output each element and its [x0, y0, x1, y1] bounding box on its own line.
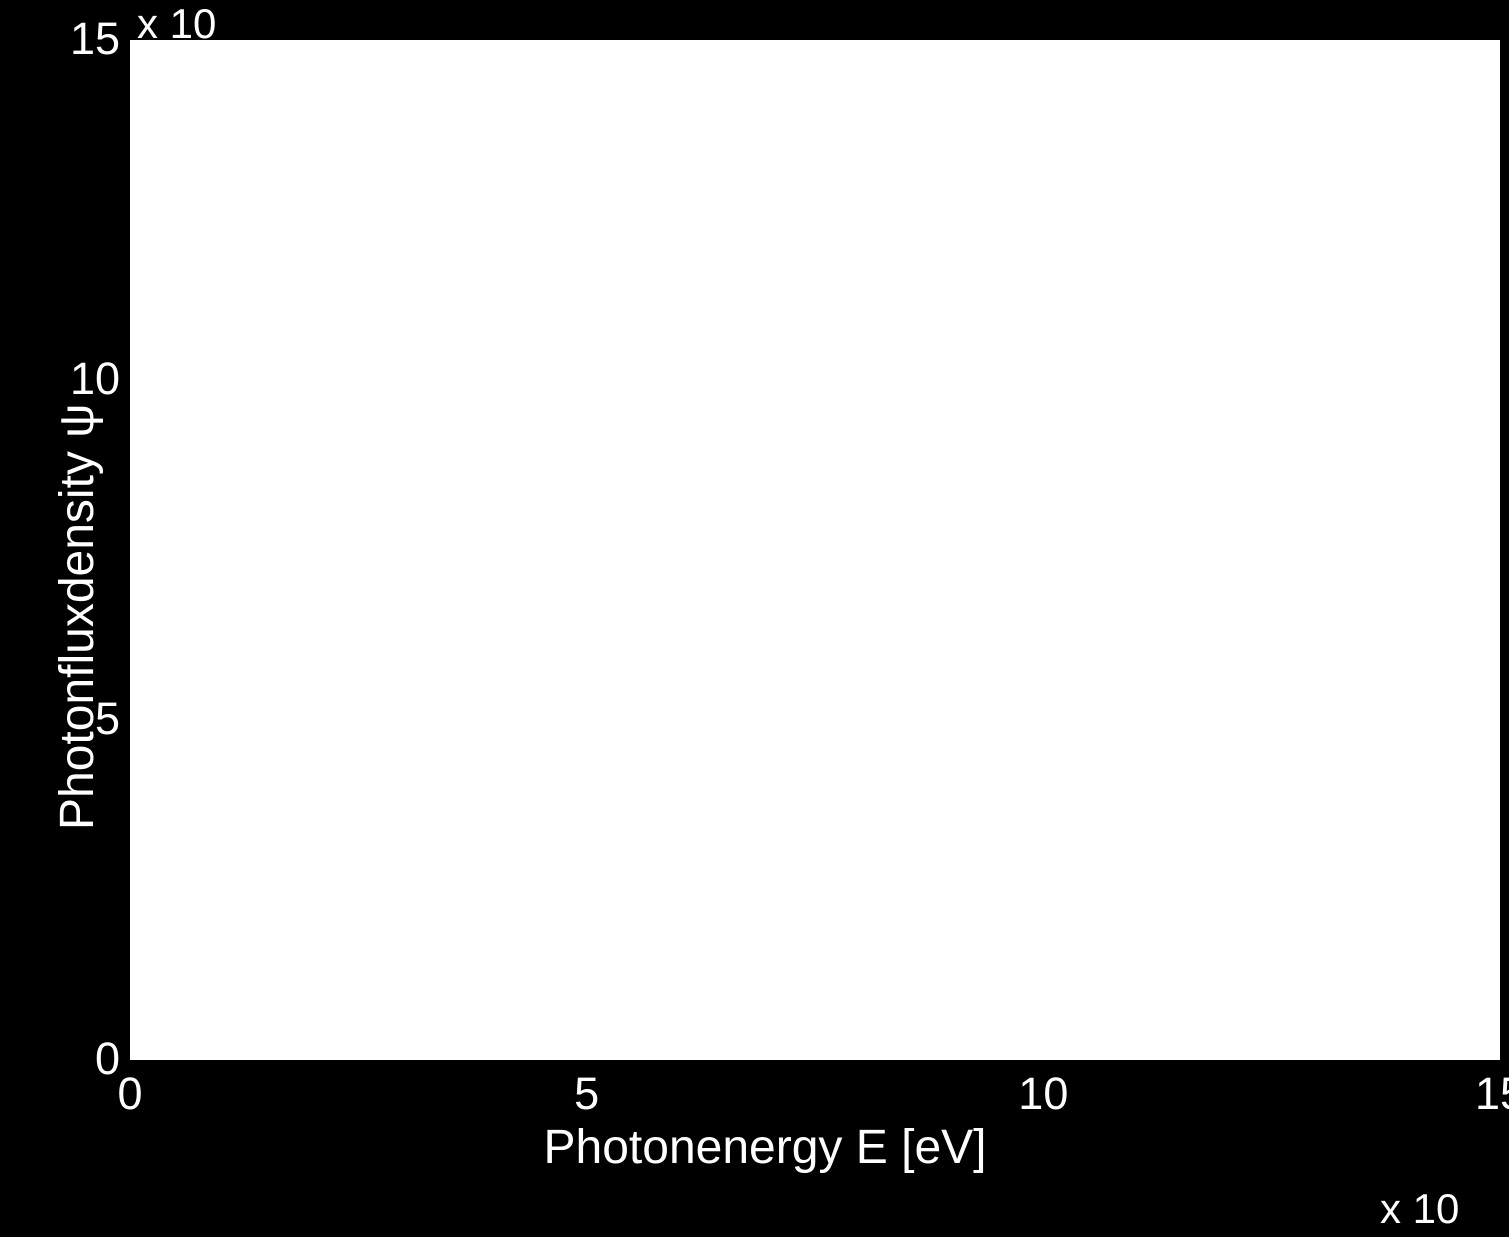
x-tick-label: 10 — [1013, 1068, 1073, 1120]
y-axis-label: Photonfluxdensity ψ — [50, 404, 105, 830]
x-axis-exponent: x 10 — [1380, 1185, 1459, 1233]
y-exp-prefix: x 10 — [137, 0, 216, 47]
x-axis-label: Photonenergy E [eV] — [415, 1120, 1115, 1175]
x-tick-label: 5 — [557, 1068, 617, 1120]
x-exp-prefix: x 10 — [1380, 1185, 1459, 1232]
plot-area — [130, 40, 1500, 1060]
y-axis-exponent: x 10 — [137, 0, 216, 48]
y-tick-label: 15 — [70, 13, 120, 65]
chart-container: x 10 x 10 Photonfluxdensity ψ Photonener… — [0, 0, 1509, 1237]
y-tick-label: 0 — [95, 1033, 120, 1085]
y-tick-label: 5 — [95, 693, 120, 745]
x-tick-label: 15 — [1470, 1068, 1509, 1120]
y-tick-label: 10 — [70, 353, 120, 405]
